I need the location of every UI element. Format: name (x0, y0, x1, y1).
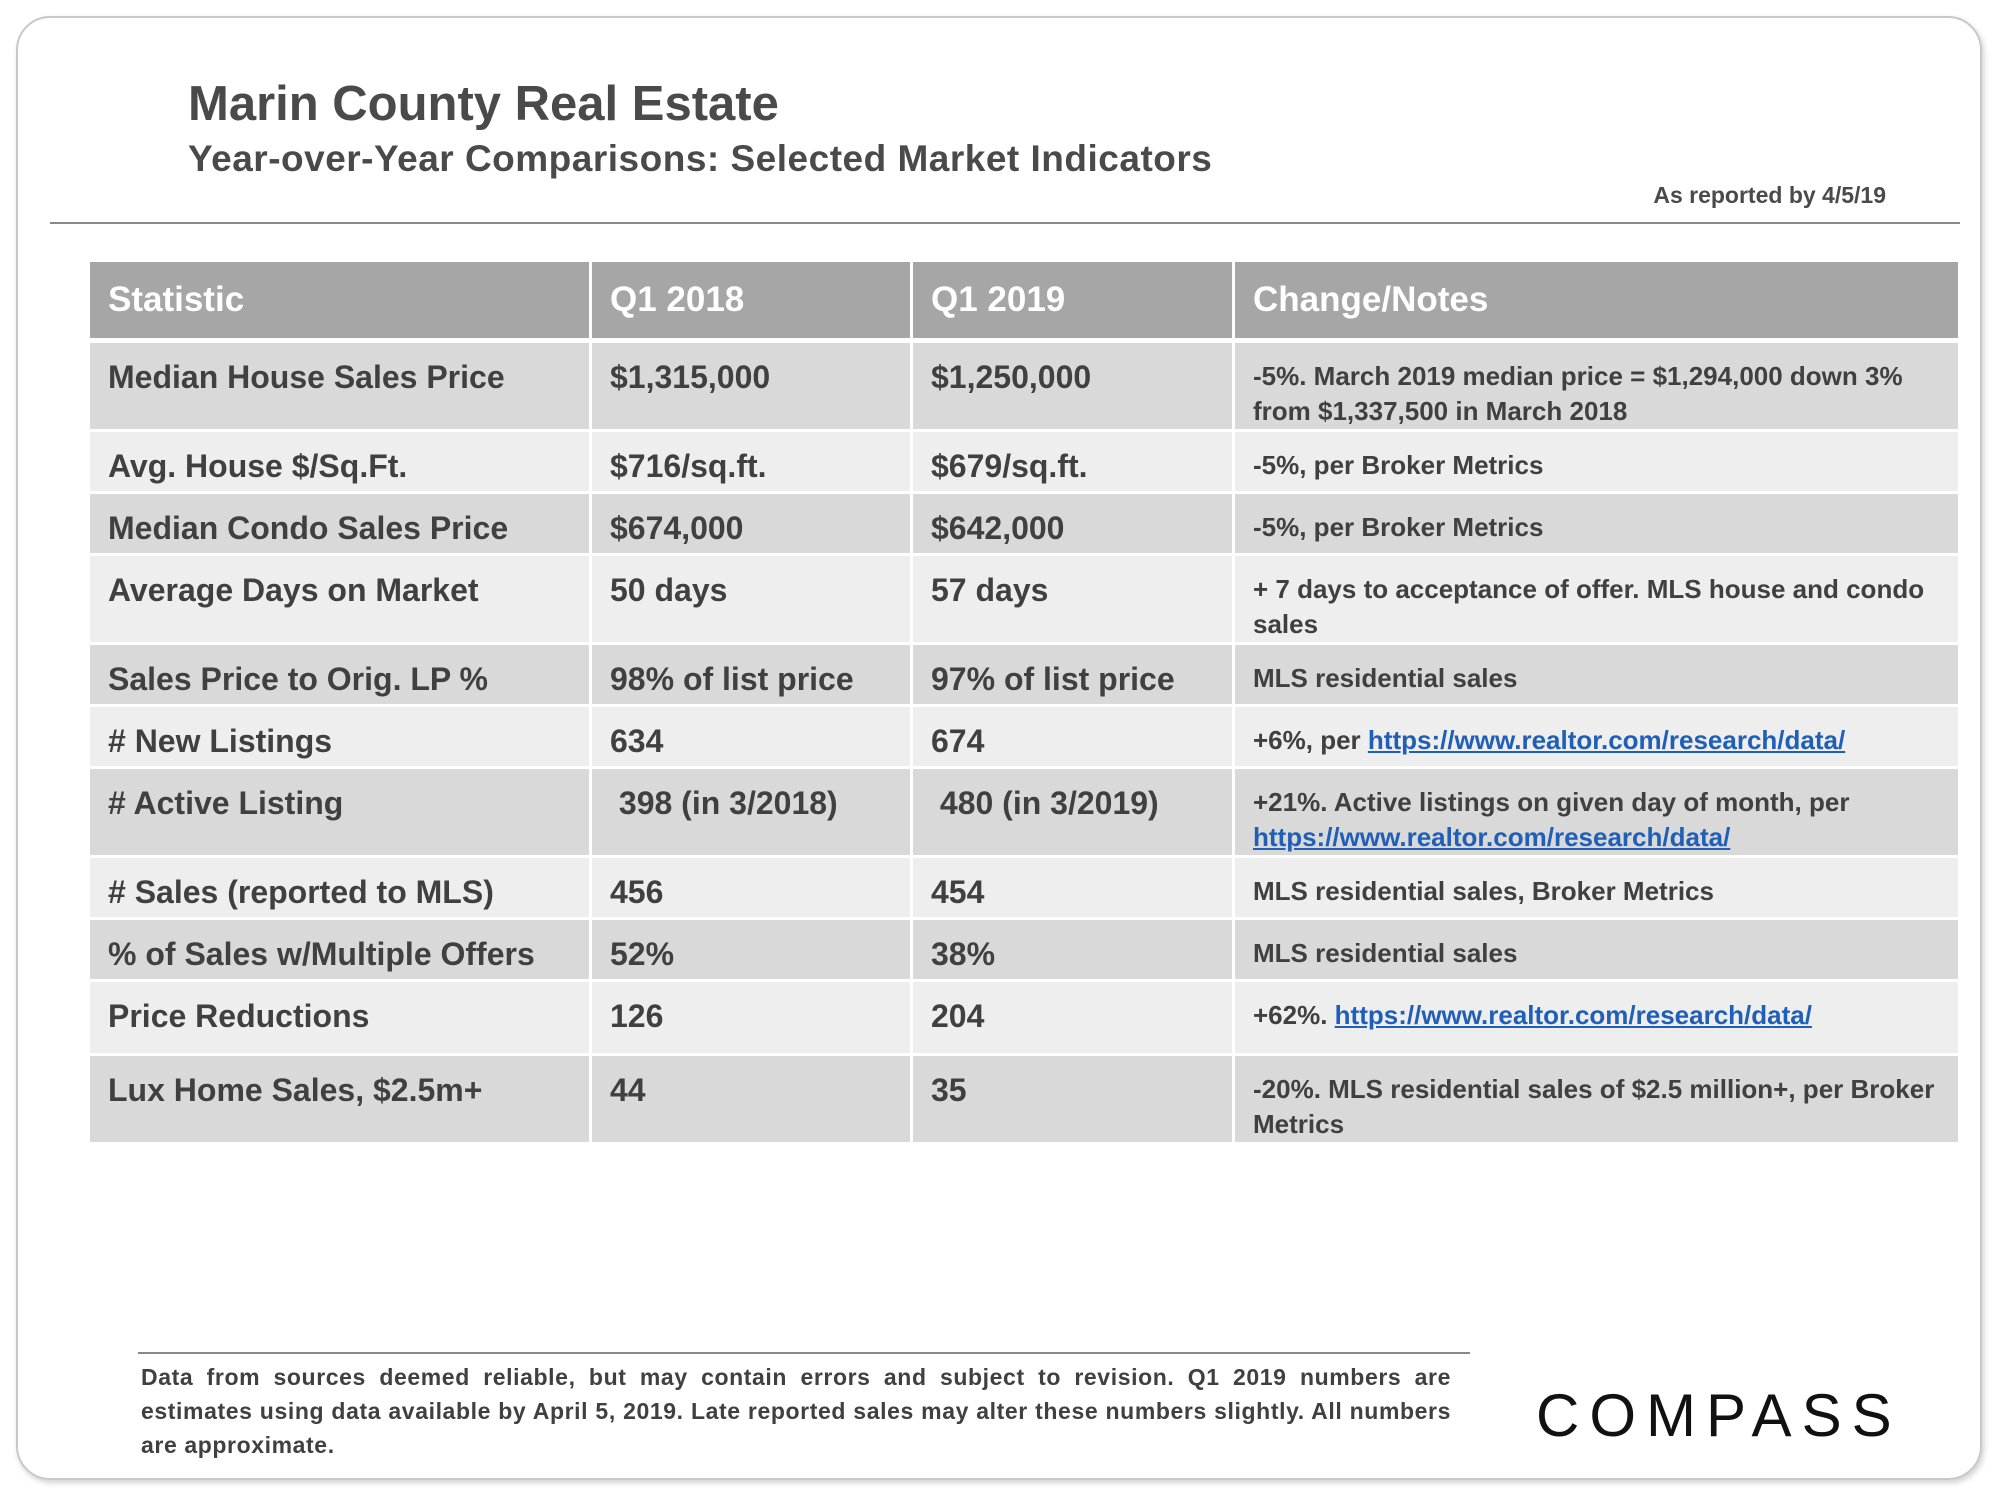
notes-cell: -5%, per Broker Metrics (1235, 494, 1958, 556)
statistic-cell: Avg. House $/Sq.Ft. (90, 432, 592, 494)
note-text: +62%. (1253, 1000, 1335, 1030)
table-row: # Active Listing 398 (in 3/2018) 480 (in… (90, 769, 1958, 858)
slide-frame (16, 16, 1982, 1480)
q1-2018-cell: 52% (592, 920, 913, 982)
statistic-cell: # New Listings (90, 707, 592, 769)
realtor-data-link[interactable]: https://www.realtor.com/research/data/ (1253, 822, 1731, 852)
table-header-row: Statistic Q1 2018 Q1 2019 Change/Notes (90, 262, 1958, 343)
page-title: Marin County Real Estate (188, 77, 779, 131)
q1-2019-cell: 35 (913, 1056, 1235, 1145)
table-row: Median House Sales Price $1,315,000 $1,2… (90, 343, 1958, 432)
column-header-statistic: Statistic (90, 262, 592, 343)
statistic-cell: Median Condo Sales Price (90, 494, 592, 556)
statistic-cell: # Sales (reported to MLS) (90, 858, 592, 920)
statistic-cell: Sales Price to Orig. LP % (90, 645, 592, 707)
statistic-cell: # Active Listing (90, 769, 592, 858)
statistic-cell: Price Reductions (90, 982, 592, 1056)
notes-cell: MLS residential sales (1235, 920, 1958, 982)
indicators-table: Statistic Q1 2018 Q1 2019 Change/Notes M… (90, 262, 1958, 1145)
q1-2019-cell: 38% (913, 920, 1235, 982)
q1-2019-cell: $642,000 (913, 494, 1235, 556)
notes-cell: MLS residential sales, Broker Metrics (1235, 858, 1958, 920)
q1-2019-cell: $1,250,000 (913, 343, 1235, 432)
table-row: % of Sales w/Multiple Offers 52% 38% MLS… (90, 920, 1958, 982)
compass-logo-text: COMPASS (1536, 1382, 1902, 1448)
q1-2018-cell: 98% of list price (592, 645, 913, 707)
table-row: # New Listings 634 674 +6%, per https://… (90, 707, 1958, 769)
q1-2018-cell: 44 (592, 1056, 913, 1145)
notes-cell: -5%. March 2019 median price = $1,294,00… (1235, 343, 1958, 432)
column-header-q1-2018: Q1 2018 (592, 262, 913, 343)
q1-2019-cell: 454 (913, 858, 1235, 920)
q1-2019-cell: 57 days (913, 556, 1235, 645)
statistic-cell: Average Days on Market (90, 556, 592, 645)
page-subtitle: Year-over-Year Comparisons: Selected Mar… (188, 138, 1213, 179)
notes-cell: +21%. Active listings on given day of mo… (1235, 769, 1958, 858)
reported-date: As reported by 4/5/19 (1653, 182, 1886, 208)
q1-2019-cell: 674 (913, 707, 1235, 769)
table-row: Median Condo Sales Price $674,000 $642,0… (90, 494, 1958, 556)
realtor-data-link[interactable]: https://www.realtor.com/research/data/ (1334, 1000, 1812, 1030)
table-row: Avg. House $/Sq.Ft. $716/sq.ft. $679/sq.… (90, 432, 1958, 494)
q1-2018-cell: $674,000 (592, 494, 913, 556)
column-header-change-notes: Change/Notes (1235, 262, 1958, 343)
header-divider (50, 222, 1960, 224)
notes-cell: +6%, per https://www.realtor.com/researc… (1235, 707, 1958, 769)
notes-cell: MLS residential sales (1235, 645, 1958, 707)
q1-2019-cell: 480 (in 3/2019) (913, 769, 1235, 858)
q1-2018-cell: 50 days (592, 556, 913, 645)
notes-cell: -5%, per Broker Metrics (1235, 432, 1958, 494)
q1-2019-cell: $679/sq.ft. (913, 432, 1235, 494)
column-header-q1-2019: Q1 2019 (913, 262, 1235, 343)
q1-2018-cell: 456 (592, 858, 913, 920)
q1-2018-cell: 398 (in 3/2018) (592, 769, 913, 858)
table-row: Sales Price to Orig. LP % 98% of list pr… (90, 645, 1958, 707)
realtor-data-link[interactable]: https://www.realtor.com/research/data/ (1367, 725, 1846, 755)
q1-2018-cell: $1,315,000 (592, 343, 913, 432)
notes-cell: -20%. MLS residential sales of $2.5 mill… (1235, 1056, 1958, 1145)
statistic-cell: % of Sales w/Multiple Offers (90, 920, 592, 982)
table-row: # Sales (reported to MLS) 456 454 MLS re… (90, 858, 1958, 920)
notes-cell: +62%. https://www.realtor.com/research/d… (1235, 982, 1958, 1056)
statistic-cell: Lux Home Sales, $2.5m+ (90, 1056, 592, 1145)
table-row: Average Days on Market 50 days 57 days +… (90, 556, 1958, 645)
statistic-cell: Median House Sales Price (90, 343, 592, 432)
compass-logo: COMPASS (1536, 1382, 1902, 1448)
note-text: +21%. Active listings on given day of mo… (1253, 787, 1850, 817)
q1-2018-cell: $716/sq.ft. (592, 432, 913, 494)
table-row: Price Reductions 126 204 +62%. https://w… (90, 982, 1958, 1056)
q1-2019-cell: 97% of list price (913, 645, 1235, 707)
disclaimer-text: Data from sources deemed reliable, but m… (141, 1364, 1451, 1458)
table-row: Lux Home Sales, $2.5m+ 44 35 -20%. MLS r… (90, 1056, 1958, 1145)
q1-2018-cell: 634 (592, 707, 913, 769)
footer-divider (138, 1352, 1470, 1354)
q1-2019-cell: 204 (913, 982, 1235, 1056)
q1-2018-cell: 126 (592, 982, 913, 1056)
note-text: +6%, per (1253, 725, 1368, 755)
notes-cell: + 7 days to acceptance of offer. MLS hou… (1235, 556, 1958, 645)
